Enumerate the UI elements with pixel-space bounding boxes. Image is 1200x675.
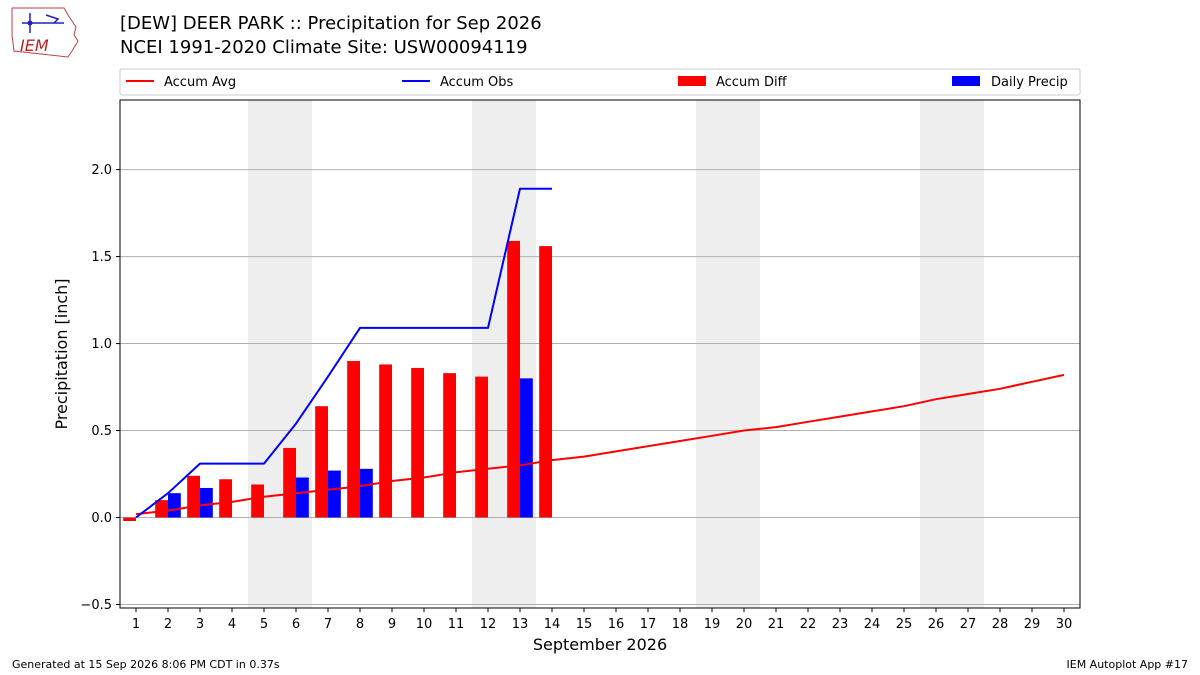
x-tick-label: 1 (132, 617, 140, 632)
accum-diff-bar (347, 360, 360, 518)
x-tick-label: 13 (512, 617, 529, 632)
accum-avg-line (135, 373, 1065, 516)
x-tick-label: 21 (768, 617, 785, 632)
chart-subtitle: NCEI 1991-2020 Climate Site: USW00094119 (120, 37, 528, 58)
accum-diff-bar (219, 479, 232, 518)
y-tick-label: 1.5 (91, 250, 112, 265)
accum-diff-bar (443, 373, 456, 518)
x-tick-label: 19 (704, 617, 721, 632)
x-tick-label: 7 (324, 617, 332, 632)
x-tick-label: 17 (640, 617, 657, 632)
accum-diff-bar (379, 364, 392, 518)
daily-precip-bar (168, 493, 181, 518)
daily-precip-bar (360, 468, 373, 518)
y-axis-label: Precipitation [inch] (52, 278, 71, 429)
x-tick-label: 26 (928, 617, 945, 632)
y-tick-label: 1.0 (91, 337, 112, 352)
x-tick-label: 28 (992, 617, 1009, 632)
app-footer: IEM Autoplot App #17 (1066, 658, 1189, 671)
y-tick-label: 0.0 (91, 511, 112, 526)
legend: Accum Avg Accum Obs Accum Diff Daily Precip (119, 68, 1081, 96)
accum-diff-bar (283, 447, 296, 518)
x-tick-label: 12 (480, 617, 497, 632)
y-tick-label: −0.5 (80, 598, 112, 613)
accum-diff-bar (475, 376, 488, 518)
x-tick-label: 16 (608, 617, 625, 632)
axis-ticks: −0.50.00.51.01.52.01 2 3 4 5 6 7 8 9 10 11 12 13 14 15… (80, 163, 1072, 632)
x-tick-label: 11 (448, 617, 465, 632)
x-tick-label: 30 (1056, 617, 1073, 632)
x-tick-label: 22 (800, 617, 817, 632)
weekend-band (920, 100, 984, 608)
x-tick-label: 20 (736, 617, 753, 632)
weekend-band (248, 100, 312, 608)
x-tick-label: 5 (260, 617, 268, 632)
y-tick-label: 0.5 (91, 424, 112, 439)
x-tick-label: 6 (292, 617, 300, 632)
x-tick-label: 18 (672, 617, 689, 632)
x-tick-label: 27 (960, 617, 977, 632)
daily-precip-bar (296, 477, 309, 518)
x-tick-label: 10 (416, 617, 433, 632)
iem-logo: IEM (11, 7, 79, 58)
y-tick-label: 2.0 (91, 163, 112, 178)
legend-frame (119, 68, 1081, 96)
legend-label: Accum Diff (716, 75, 788, 90)
x-tick-label: 24 (864, 617, 881, 632)
daily-precip-bar (328, 470, 341, 518)
x-tick-label: 23 (832, 617, 849, 632)
accum-obs-line (135, 187, 552, 519)
grid-lines (120, 169, 1080, 606)
bars (123, 240, 552, 522)
x-axis-label: September 2026 (533, 635, 667, 654)
plot-frame (119, 99, 1081, 609)
weekend-band (472, 100, 536, 608)
x-tick-label: 14 (544, 617, 561, 632)
x-tick-label: 25 (896, 617, 913, 632)
legend-swatch (952, 76, 980, 86)
legend-swatch (678, 76, 706, 86)
x-tick-label: 9 (388, 617, 396, 632)
x-tick-label: 15 (576, 617, 593, 632)
weekend-bands (248, 100, 984, 608)
daily-precip-bar (200, 487, 213, 518)
accum-diff-bar (251, 484, 264, 518)
accum-diff-bar (187, 475, 200, 518)
legend-label: Accum Avg (164, 75, 236, 90)
x-tick-label: 2 (164, 617, 172, 632)
lines (135, 187, 1065, 519)
x-tick-label: 8 (356, 617, 364, 632)
logo-text: IEM (20, 36, 49, 55)
accum-diff-bar (315, 406, 328, 518)
accum-diff-bar (507, 240, 520, 518)
chart-title: [DEW] DEER PARK :: Precipitation for Sep… (120, 13, 542, 34)
accum-diff-bar (155, 500, 168, 518)
accum-diff-bar (539, 246, 552, 518)
accum-diff-bar (123, 517, 136, 522)
legend-label: Daily Precip (991, 75, 1068, 90)
x-tick-label: 29 (1024, 617, 1041, 632)
x-tick-label: 4 (228, 617, 236, 632)
x-tick-label: 3 (196, 617, 204, 632)
daily-precip-bar (520, 378, 533, 518)
legend-label: Accum Obs (440, 75, 513, 90)
weekend-band (696, 100, 760, 608)
generated-footer: Generated at 15 Sep 2026 8:06 PM CDT in … (12, 658, 280, 671)
accum-diff-bar (411, 367, 424, 518)
